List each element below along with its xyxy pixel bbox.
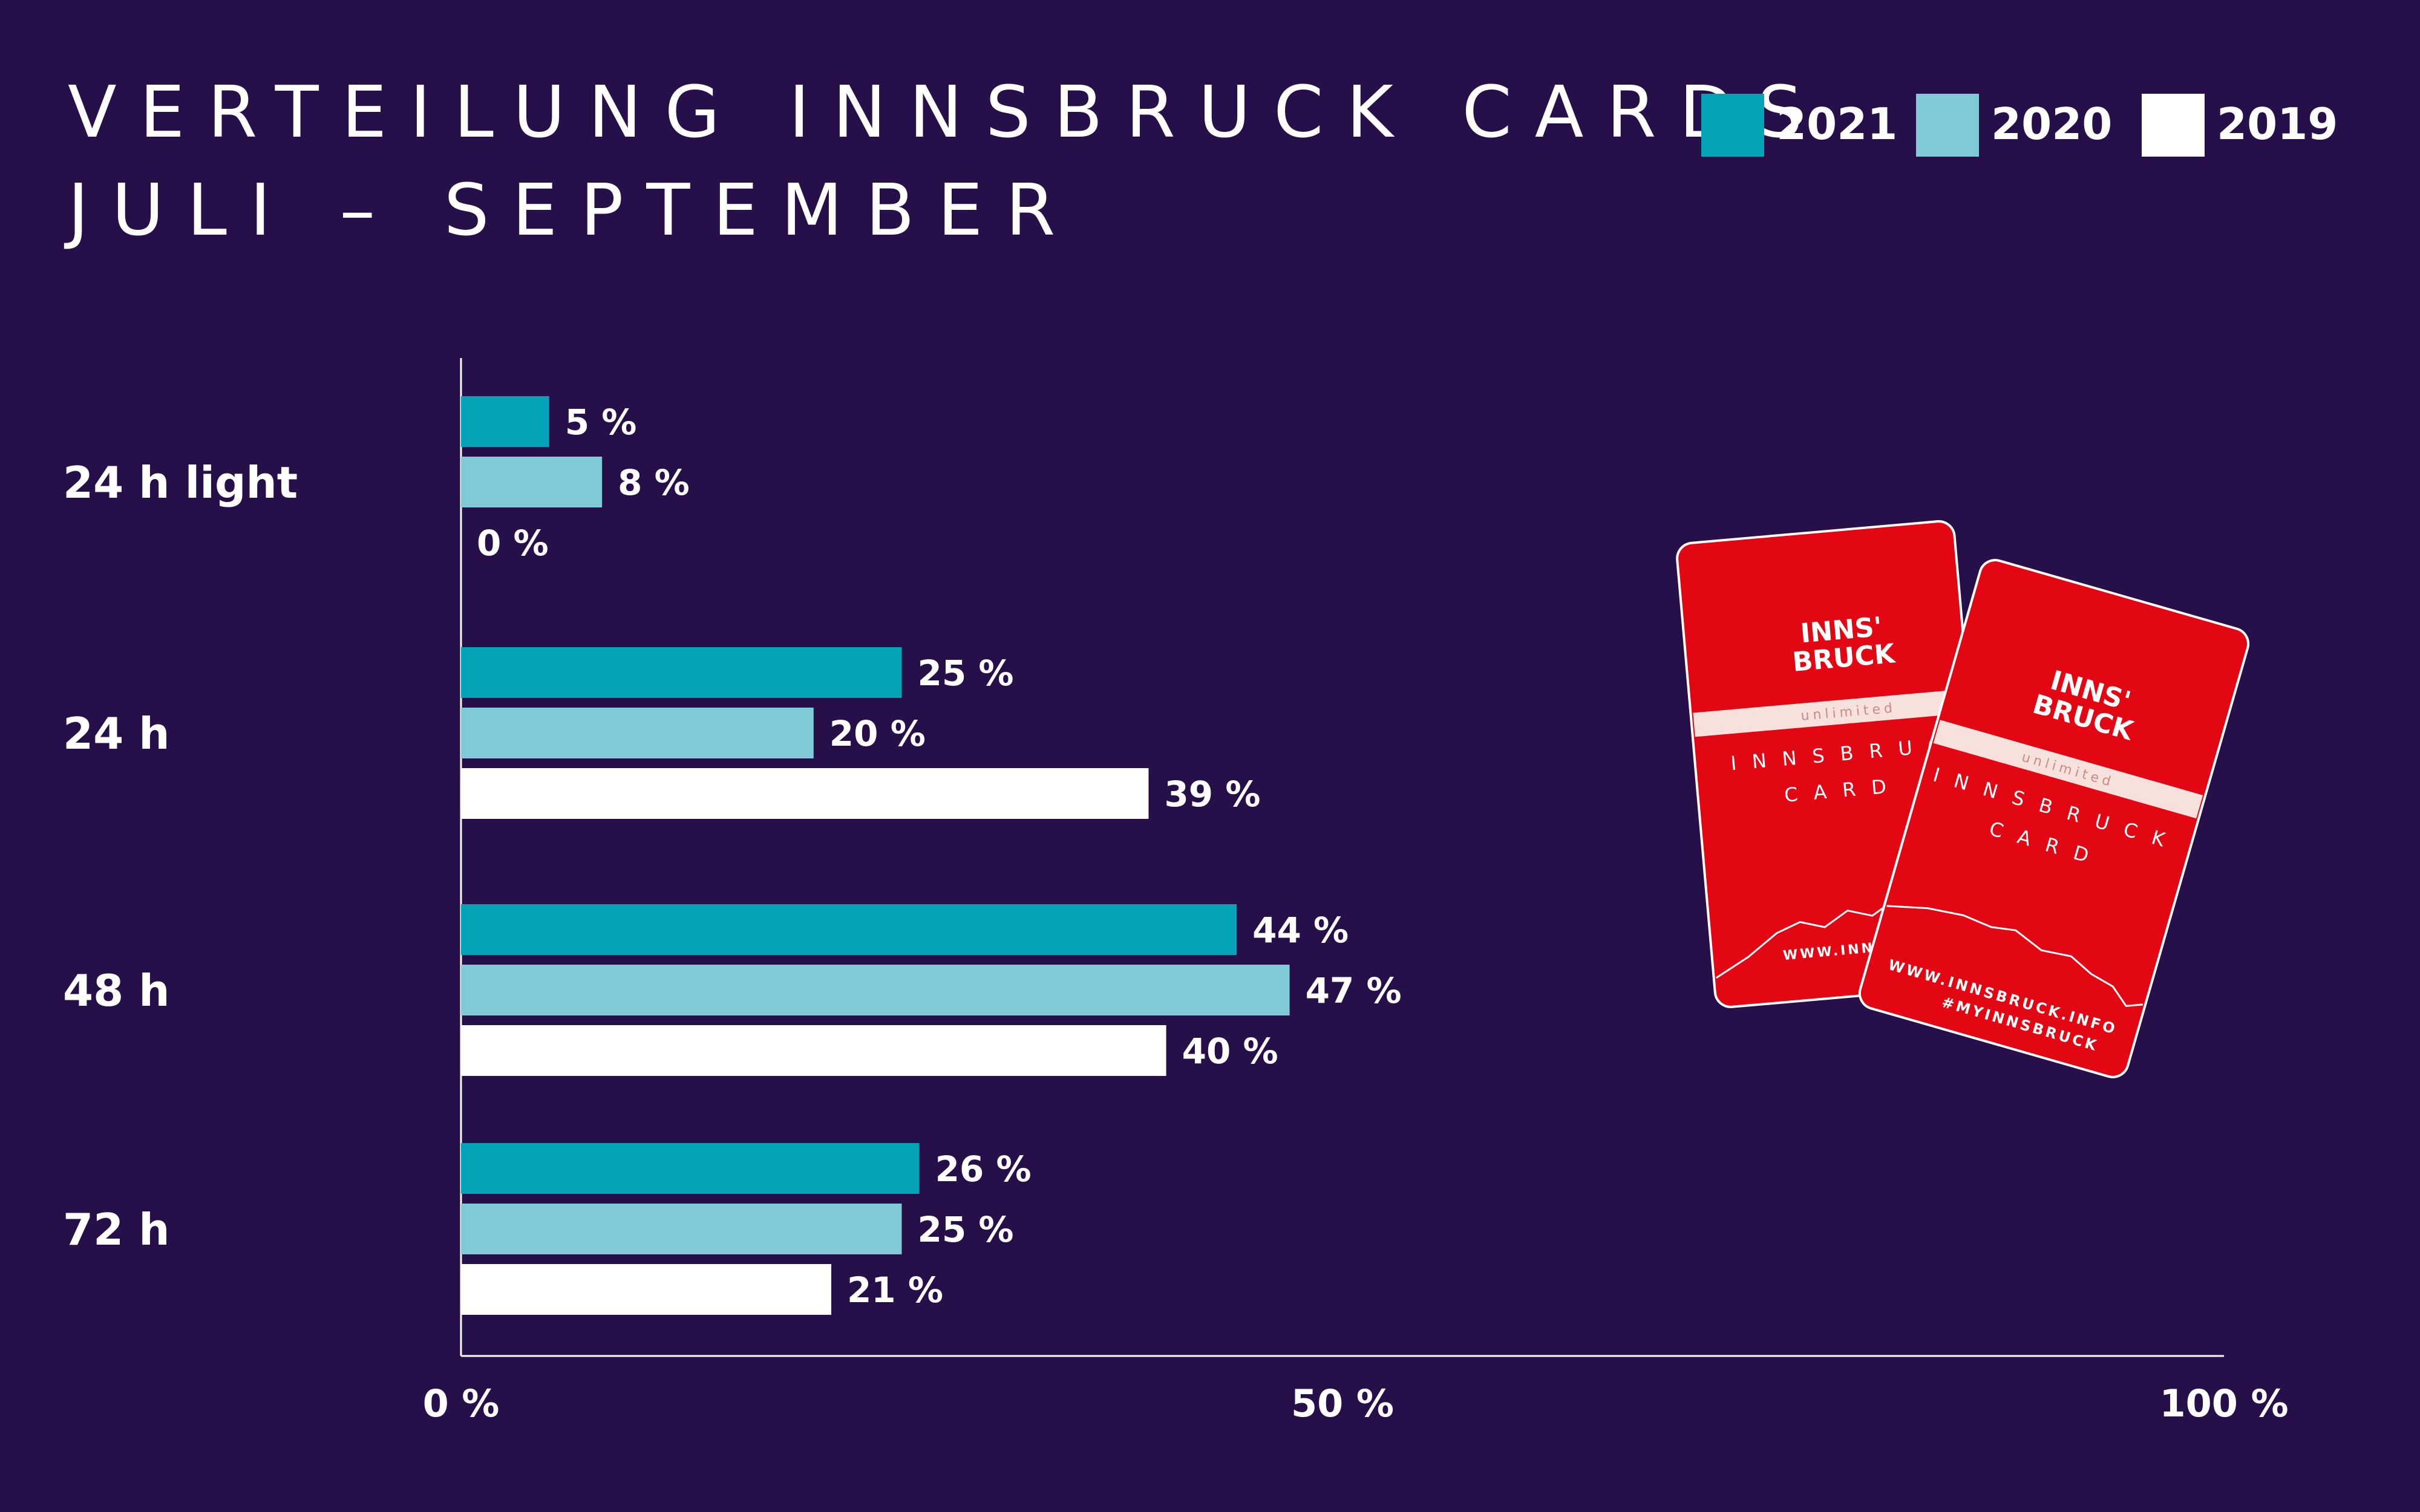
bar-2021 xyxy=(461,1143,920,1194)
card-front: INNS' BRUCK unlimited INNSBRUCK CARD WWW… xyxy=(1858,559,2250,1078)
value-label: 20 % xyxy=(829,713,926,754)
value-label: 25 % xyxy=(918,1209,1014,1250)
legend-label-2019: 2019 xyxy=(2217,99,2338,149)
bar-2021 xyxy=(461,904,1237,955)
value-label: 8 % xyxy=(618,462,690,503)
chart-title-line-2: JULI – SEPTEMBER xyxy=(68,168,1079,252)
value-label: 44 % xyxy=(1252,910,1349,951)
legend-label-2021: 2021 xyxy=(1776,99,1898,149)
bars-layer: 24 h light 5 % 8 % 0 % 24 h 25 % 20 % 39 % 48 h 4… xyxy=(63,396,2289,1426)
value-label: 5 % xyxy=(565,402,637,443)
bar-2021 xyxy=(461,396,549,447)
value-label: 26 % xyxy=(935,1149,1032,1190)
value-label: 0 % xyxy=(477,523,549,564)
x-tick-label: 100 % xyxy=(2159,1381,2288,1426)
value-label: 25 % xyxy=(918,653,1014,694)
chart-title-line-1: VERTEILUNG INNSBRUCK CARDS xyxy=(68,70,1826,154)
bar-2019 xyxy=(461,768,1149,819)
category-label: 72 h xyxy=(63,1204,170,1255)
bar-2021 xyxy=(461,647,902,698)
card-back-brand-1: INNS' xyxy=(1799,611,1883,650)
legend-label-2020: 2020 xyxy=(1991,99,2113,149)
legend-swatch-2020 xyxy=(1916,94,1979,157)
category-label: 48 h xyxy=(63,965,170,1016)
legend-swatch-2021 xyxy=(1701,94,1764,157)
bar-2020 xyxy=(461,708,814,758)
value-label: 39 % xyxy=(1164,774,1260,815)
value-label: 47 % xyxy=(1306,970,1402,1011)
bar-2020 xyxy=(461,965,1290,1015)
category-label: 24 h xyxy=(63,708,170,759)
bar-2020 xyxy=(461,1204,902,1254)
value-label: 21 % xyxy=(847,1269,943,1311)
category-label: 24 h light xyxy=(63,457,298,508)
value-label: 40 % xyxy=(1182,1031,1278,1072)
bar-2019 xyxy=(461,1025,1166,1076)
bar-2020 xyxy=(461,457,603,507)
innsbruck-card-illustration: INNS' BRUCK unlimited INNSBRUCK CARD WWW… xyxy=(1676,520,2250,1078)
x-tick-label: 0 % xyxy=(423,1381,500,1426)
x-tick-label: 50 % xyxy=(1291,1381,1394,1426)
bar-2019 xyxy=(461,1264,831,1315)
legend-swatch-2019 xyxy=(2142,94,2205,157)
